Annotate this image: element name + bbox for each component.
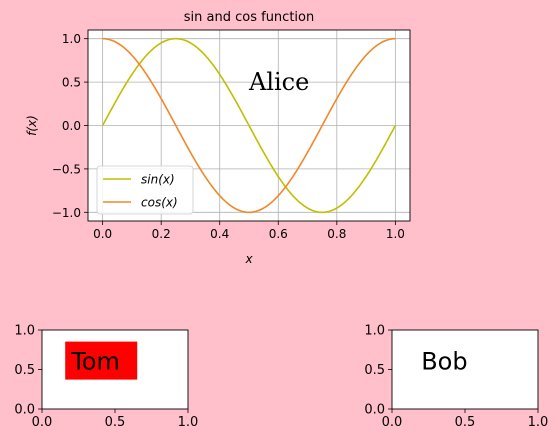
x-tick-label: 0.8 xyxy=(327,227,346,241)
y-tick-label: 0.0 xyxy=(14,403,35,418)
x-tick-label: 1.0 xyxy=(178,415,199,430)
x-tick-label: 0.0 xyxy=(382,415,403,430)
x-tick-label: 0.2 xyxy=(152,227,171,241)
axes-1: 0.0 0.2 0.4 0.6 0.8 1.0 −1.0 −0.5 0.0 0.5 1.0 sin a… xyxy=(25,10,411,266)
annotation-text: Tom xyxy=(70,348,120,376)
x-tick-label: 0.6 xyxy=(269,227,288,241)
x-tick-label: 0.5 xyxy=(455,415,476,430)
y-tick-label: 0.5 xyxy=(364,363,385,378)
y-tick-label: −0.5 xyxy=(52,162,81,176)
legend-entry: cos(x) xyxy=(141,196,178,210)
series-line-cos xyxy=(102,37,396,214)
y-tick-label: 0.5 xyxy=(62,76,81,90)
x-tick-label: 0.5 xyxy=(105,415,126,430)
y-axis-label: f(x) xyxy=(25,115,39,136)
chart-title: sin and cos function xyxy=(184,10,314,25)
x-tick-label: 0.4 xyxy=(210,227,229,241)
plot-area xyxy=(392,330,538,409)
y-tick-label: 1.0 xyxy=(364,324,385,339)
annotation-box xyxy=(65,341,138,380)
y-tick-label: 1.0 xyxy=(62,32,81,46)
y-tick-label: 0.5 xyxy=(14,363,35,378)
x-tick-label: 0.0 xyxy=(32,415,53,430)
annotation-text: Bob xyxy=(421,348,467,376)
y-tick-label: 1.0 xyxy=(14,324,35,339)
x-axis-label: x xyxy=(244,252,253,266)
annotation-text: Alice xyxy=(248,68,309,96)
legend-entry: sin(x) xyxy=(141,173,175,187)
x-tick-label: 1.0 xyxy=(386,227,405,241)
y-tick-label: 0.0 xyxy=(364,403,385,418)
x-tick-label: 1.0 xyxy=(528,415,549,430)
axes-2: 0.0 0.5 1.0 0.0 0.5 1.0 Tom xyxy=(14,324,198,431)
axes-3: 0.0 0.5 1.0 0.0 0.5 1.0 Bob xyxy=(364,324,548,431)
y-tick-label: −1.0 xyxy=(52,206,81,220)
x-tick-label: 0.0 xyxy=(93,227,112,241)
legend: sin(x) cos(x) xyxy=(96,165,194,215)
series-line-sin xyxy=(101,37,397,214)
y-tick-label: 0.0 xyxy=(62,119,81,133)
